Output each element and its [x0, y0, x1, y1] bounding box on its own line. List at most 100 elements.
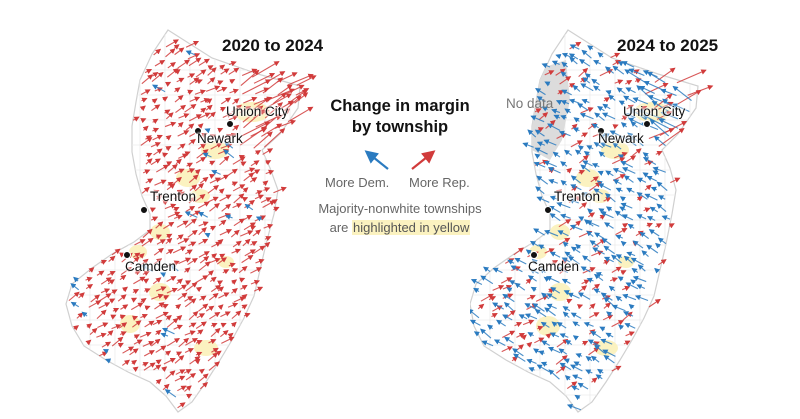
dem-shift-arrow — [70, 301, 80, 308]
rep-shift-arrow — [140, 298, 147, 304]
rep-shift-arrow — [241, 304, 248, 310]
dem-shift-arrow — [202, 152, 212, 158]
dem-shift-arrow — [141, 265, 153, 272]
dem-shift-arrow — [604, 193, 616, 203]
rep-shift-arrow — [86, 323, 93, 329]
dem-shift-arrow — [544, 229, 559, 237]
rep-shift-arrow — [198, 58, 210, 66]
dem-shift-arrow — [503, 302, 514, 312]
dem-shift-arrow — [637, 264, 646, 272]
dem-shift-arrow — [575, 243, 582, 250]
city-label-newark: Newark — [598, 131, 644, 146]
rep-shift-arrow — [150, 158, 161, 166]
rep-shift-arrow — [165, 135, 172, 141]
city-label-union-city: Union City — [623, 104, 686, 119]
dem-shift-arrow — [535, 88, 546, 96]
dem-shift-arrow — [620, 122, 628, 128]
rep-shift-arrow — [210, 327, 221, 338]
dem-shift-arrow — [593, 60, 601, 66]
rep-shift-arrow — [165, 350, 172, 356]
dem-shift-arrow — [470, 308, 480, 319]
dem-shift-arrow — [536, 175, 549, 185]
dem-shift-arrow — [562, 306, 571, 312]
rep-shift-arrow — [216, 257, 227, 265]
dem-shift-arrow — [204, 128, 211, 134]
rep-shift-arrow — [205, 85, 221, 92]
dem-shift-arrow — [604, 222, 614, 229]
dem-shift-arrow — [649, 119, 670, 137]
dem-shift-arrow — [211, 169, 221, 175]
rep-shift-arrow — [107, 330, 114, 337]
rep-shift-arrow — [228, 115, 239, 121]
rep-shift-arrow — [273, 186, 287, 194]
rep-shift-arrow — [243, 172, 255, 182]
dem-shift-arrow — [473, 331, 480, 337]
rep-shift-arrow — [184, 103, 197, 113]
rep-shift-arrow — [195, 321, 207, 329]
dem-shift-arrow — [204, 233, 211, 238]
rep-shift-arrow — [177, 121, 184, 128]
rep-shift-arrow — [85, 339, 92, 346]
rep-shift-arrow — [220, 107, 227, 112]
rep-shift-arrow — [623, 340, 631, 346]
rep-shift-arrow — [162, 304, 169, 309]
shift-arrows-left — [68, 39, 317, 409]
rep-shift-arrow — [239, 106, 252, 114]
rep-shift-arrow — [544, 70, 555, 76]
rep-shift-arrow — [134, 270, 142, 276]
rep-shift-arrow — [184, 330, 196, 336]
rep-shift-arrow — [141, 237, 154, 247]
rep-shift-arrow — [526, 341, 533, 348]
rep-shift-arrow — [265, 160, 272, 166]
dem-shift-arrow — [626, 251, 636, 257]
city-dot-camden — [123, 251, 131, 259]
rep-shift-arrow — [273, 206, 280, 212]
rep-shift-arrow — [209, 257, 221, 264]
rep-shift-arrow — [579, 202, 588, 210]
dem-shift-arrow — [556, 321, 567, 329]
dem-shift-arrow — [615, 234, 624, 240]
rep-shift-arrow — [194, 168, 201, 175]
rep-shift-arrow — [197, 112, 211, 120]
rep-shift-arrow — [155, 329, 162, 336]
rep-shift-arrow — [241, 293, 248, 300]
rep-shift-arrow — [501, 346, 514, 353]
rep-shift-arrow — [209, 276, 217, 283]
rep-shift-arrow — [164, 109, 171, 115]
dem-shift-arrow — [583, 321, 594, 328]
rep-shift-arrow — [287, 106, 314, 123]
rep-shift-arrow — [165, 112, 174, 120]
rep-shift-arrow — [199, 295, 207, 301]
rep-shift-arrow — [242, 238, 251, 247]
rep-shift-arrow — [242, 187, 249, 193]
dem-shift-arrow — [583, 151, 590, 157]
rep-shift-arrow — [208, 196, 219, 203]
rep-shift-arrow — [188, 57, 202, 67]
rep-shift-arrow — [231, 310, 242, 320]
rep-shift-arrow — [120, 266, 132, 275]
rep-shift-arrow — [676, 69, 707, 84]
rep-shift-arrow — [216, 86, 228, 93]
dem-shift-arrow — [572, 127, 580, 133]
dem-shift-arrow — [557, 230, 569, 237]
rep-shift-arrow — [264, 102, 283, 119]
rep-shift-arrow — [177, 284, 188, 292]
rep-shift-arrow — [570, 140, 583, 148]
dem-shift-arrow — [535, 186, 545, 195]
dem-shift-arrow — [613, 179, 622, 185]
dem-shift-arrow — [601, 112, 616, 120]
rep-shift-arrow — [611, 266, 622, 273]
dem-shift-arrow — [562, 241, 569, 248]
dem-shift-arrow — [547, 346, 561, 354]
dem-shift-arrow — [536, 364, 550, 373]
rep-shift-arrow — [229, 88, 239, 94]
rep-shift-arrow — [166, 248, 174, 255]
rep-shift-arrow — [658, 259, 667, 266]
dem-shift-arrow — [561, 89, 572, 96]
dem-shift-arrow — [655, 242, 662, 249]
dem-shift-arrow — [599, 142, 612, 148]
dem-shift-arrow — [534, 309, 547, 318]
rep-shift-arrow — [622, 311, 633, 321]
dem-shift-arrow — [548, 179, 558, 185]
rep-shift-arrow — [178, 337, 190, 348]
